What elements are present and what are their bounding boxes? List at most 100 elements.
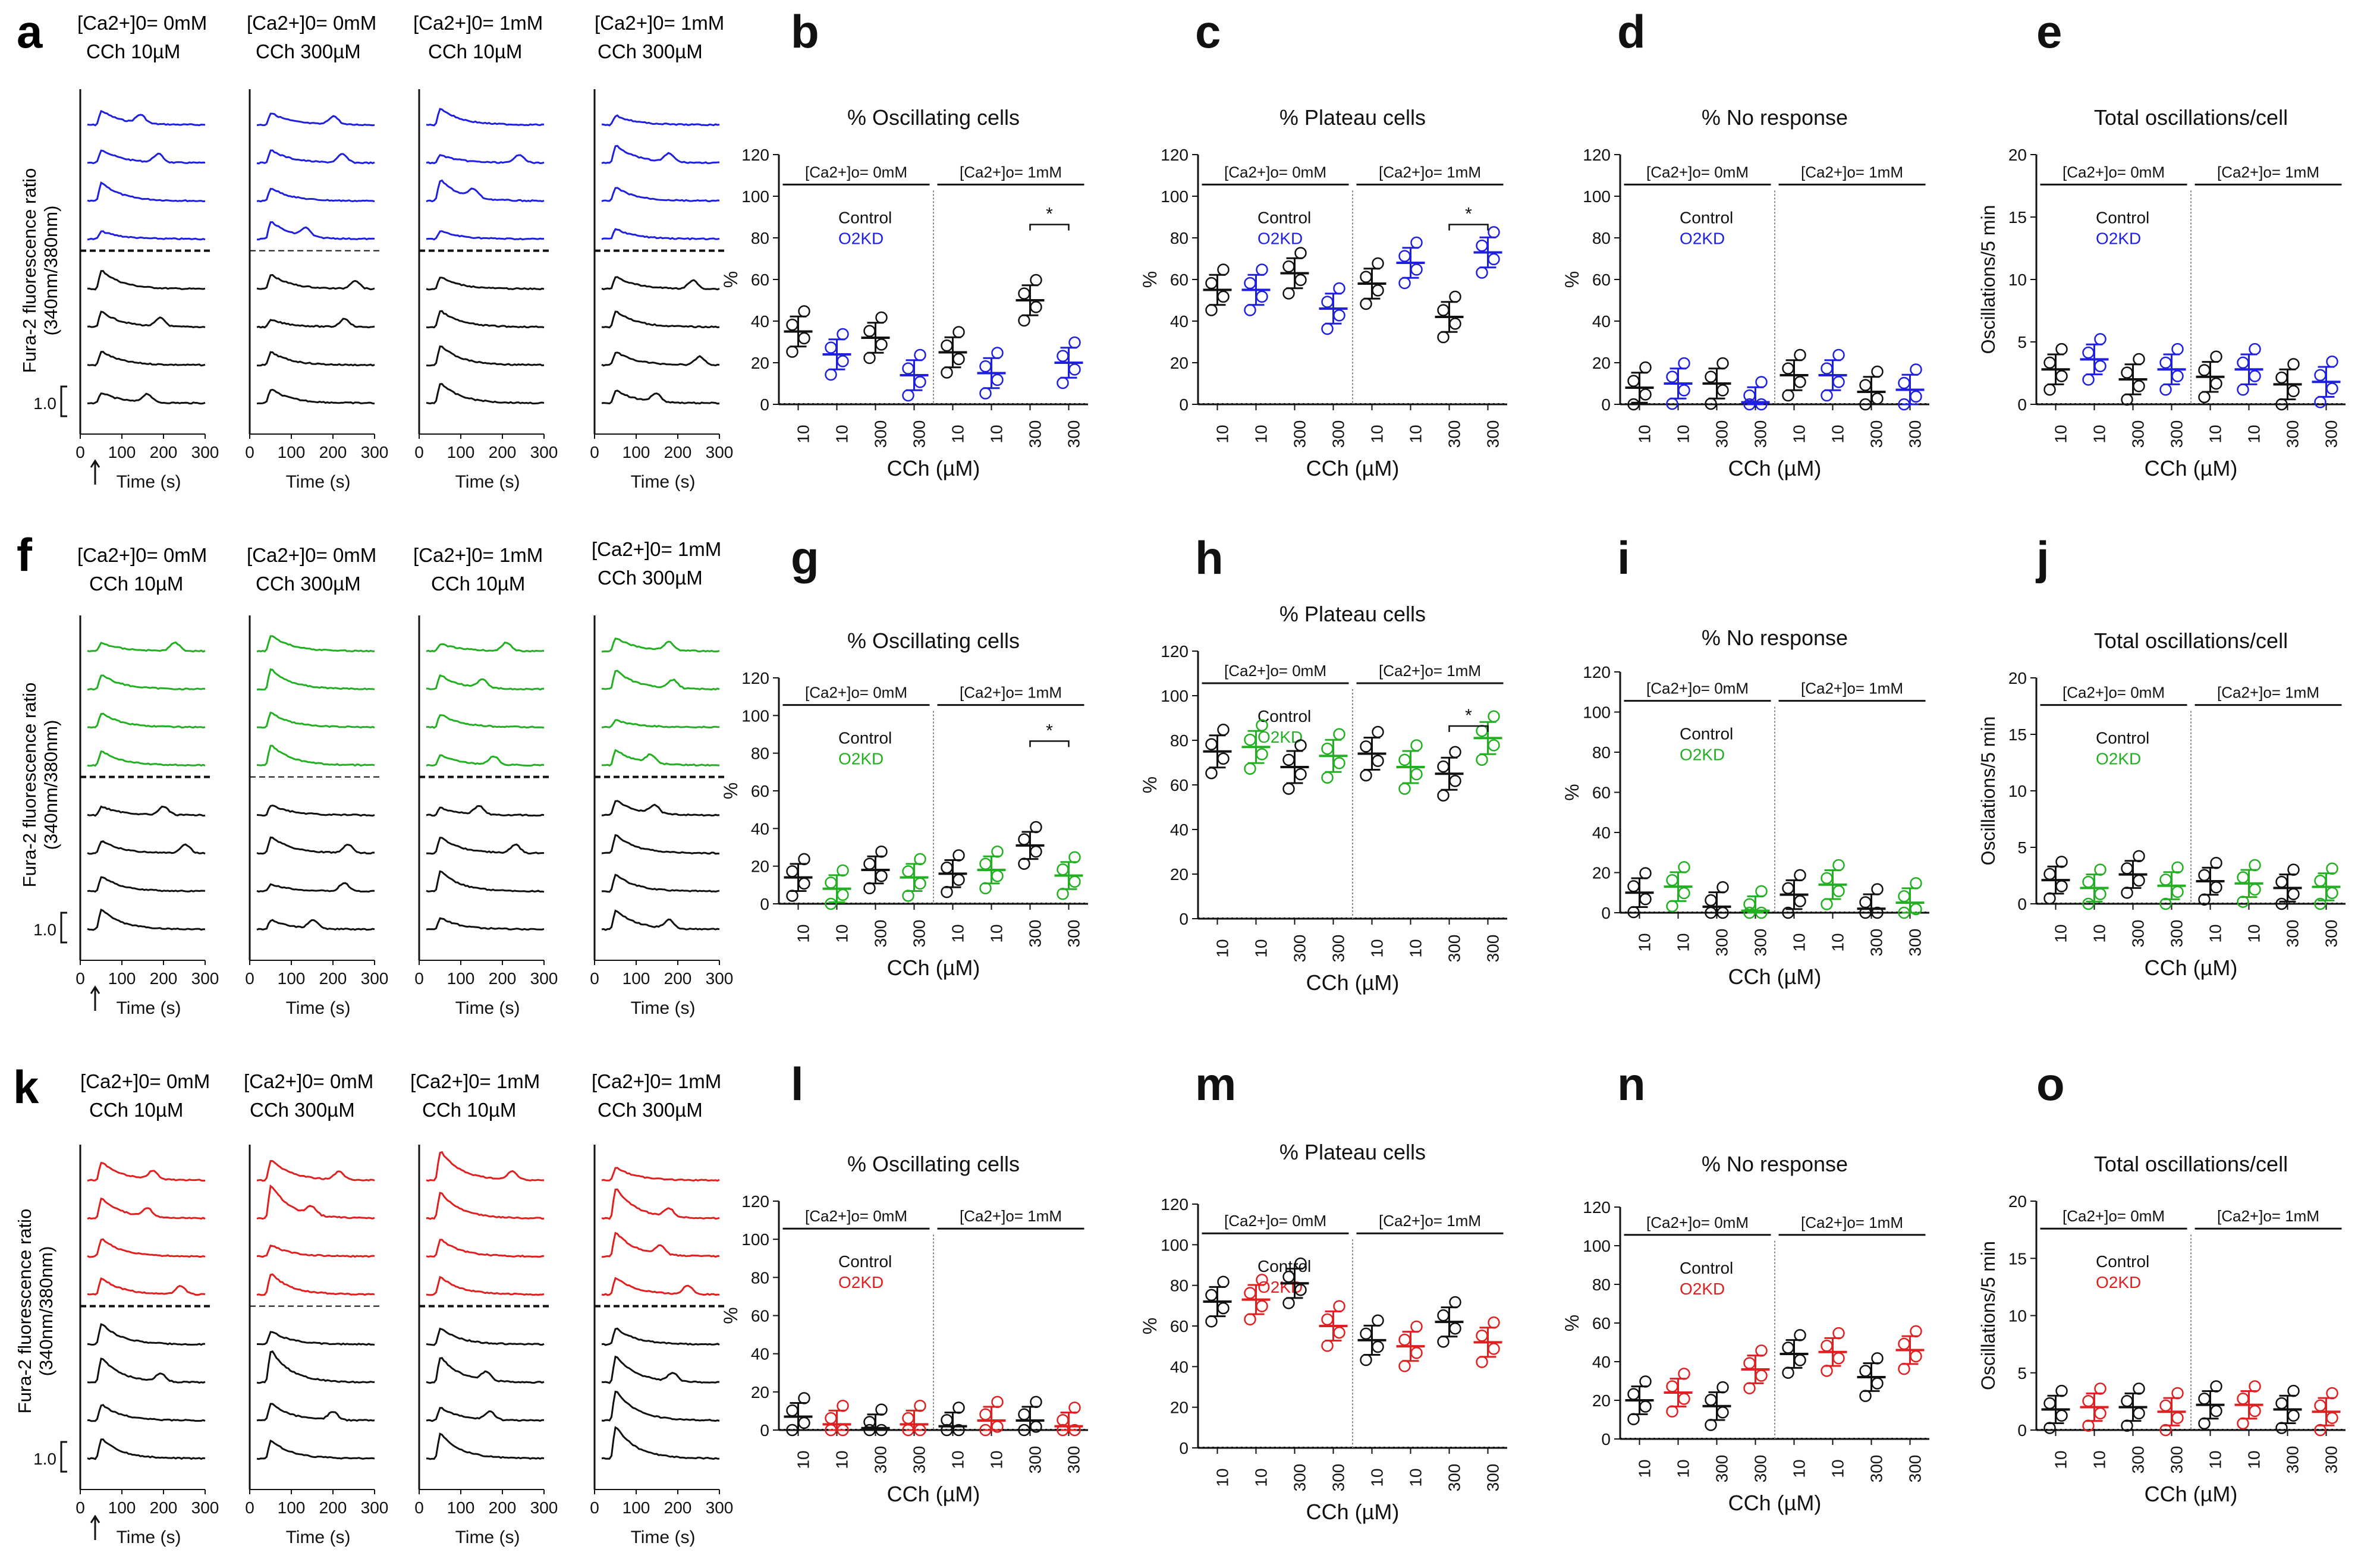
data-point xyxy=(2314,874,2326,887)
data-point xyxy=(1910,390,1922,403)
y-tick-label: 15 xyxy=(2008,208,2027,227)
time-axis-label: Time (s) xyxy=(117,472,181,492)
y-tick-label: 120 xyxy=(1583,1198,1611,1217)
y-tick-label: 0 xyxy=(1179,395,1189,414)
data-point xyxy=(1437,331,1450,344)
data-point xyxy=(1282,1297,1295,1309)
control-trace xyxy=(426,917,545,931)
o2kd-trace xyxy=(87,1162,206,1182)
legend-control: Control xyxy=(1257,1257,1311,1275)
x-tick-label: 300 xyxy=(1713,929,1731,957)
condition-ca-k1: [Ca2+]0= 0mM xyxy=(80,1070,210,1092)
data-point xyxy=(2121,393,2133,406)
time-tick-label: 300 xyxy=(361,969,389,988)
data-point xyxy=(2314,395,2326,409)
data-point xyxy=(1488,253,1500,266)
data-point xyxy=(2094,863,2107,876)
group-label-1mM: [Ca2+]o= 1mM xyxy=(2217,163,2319,181)
data-point xyxy=(1217,1275,1230,1289)
o2kd-trace xyxy=(601,1188,720,1220)
data-point xyxy=(1627,375,1640,387)
data-point xyxy=(1782,1341,1794,1354)
time-axis-label: Time (s) xyxy=(286,998,351,1018)
y-tick-label: 15 xyxy=(2008,1249,2027,1268)
o2kd-trace xyxy=(426,153,545,165)
data-point xyxy=(863,882,876,895)
data-point xyxy=(1256,290,1268,303)
y-axis-label: % xyxy=(1139,1318,1161,1334)
data-point xyxy=(798,877,810,890)
o2kd-trace xyxy=(426,179,545,203)
y-tick-label: 20 xyxy=(2008,1192,2027,1211)
x-tick-label: 10 xyxy=(1407,939,1425,957)
data-point xyxy=(1910,1325,1922,1338)
data-point xyxy=(2198,1417,2211,1430)
panel-title: % Plateau cells xyxy=(1279,1140,1426,1164)
data-point xyxy=(991,373,1004,386)
data-point xyxy=(825,876,837,889)
y-tick-label: 120 xyxy=(1161,642,1189,661)
data-point xyxy=(979,360,992,373)
o2kd-trace xyxy=(256,112,375,127)
data-point xyxy=(2198,893,2211,906)
y-tick-label: 80 xyxy=(1592,743,1611,762)
panel-title: % Oscillating cells xyxy=(847,629,1020,653)
o2kd-trace xyxy=(601,637,720,653)
data-point xyxy=(1244,762,1256,775)
x-tick-label: 10 xyxy=(833,924,851,942)
o2kd-trace xyxy=(87,1197,206,1220)
control-trace xyxy=(601,276,720,291)
time-tick-label: 300 xyxy=(361,1498,389,1517)
data-point xyxy=(1294,768,1307,781)
data-point xyxy=(1898,398,1910,411)
o2kd-trace xyxy=(256,1159,375,1182)
data-point xyxy=(1360,297,1372,310)
panel-l: l % Oscillating cells 0 20 40 60 80 100 120% 10 10… xyxy=(720,1058,1088,1506)
control-trace xyxy=(426,383,545,405)
time-tick-label: 100 xyxy=(622,1498,650,1517)
group-label-1mM: [Ca2+]o= 1mM xyxy=(960,163,1062,181)
time-tick-label: 300 xyxy=(706,443,734,461)
panel-title: % Plateau cells xyxy=(1279,602,1426,626)
data-point xyxy=(1871,906,1884,919)
condition-cch-k3: CCh 10µM xyxy=(422,1099,516,1121)
y-tick-label: 20 xyxy=(751,857,769,876)
panel-title: % Plateau cells xyxy=(1279,105,1426,130)
data-point xyxy=(902,890,914,902)
condition-ca-f2: [Ca2+]0= 0mM xyxy=(247,544,376,566)
time-tick-label: 0 xyxy=(590,969,599,988)
data-point xyxy=(2198,364,2211,376)
data-point xyxy=(2043,1397,2056,1410)
data-point xyxy=(1627,1388,1640,1400)
data-point xyxy=(1068,363,1081,376)
significance-star: * xyxy=(1046,721,1053,740)
x-tick-label: 300 xyxy=(1329,420,1348,448)
o2kd-trace xyxy=(601,749,720,767)
y-tick-label: 60 xyxy=(1170,271,1189,289)
x-tick-label: 300 xyxy=(2168,1446,2186,1474)
control-trace xyxy=(87,805,206,817)
data-point xyxy=(786,318,798,331)
y-tick-label: 100 xyxy=(1161,687,1189,705)
control-trace xyxy=(601,351,720,367)
data-point xyxy=(2094,360,2107,372)
panel-title: Total oscillations/cell xyxy=(2094,105,2288,130)
data-point xyxy=(2082,346,2095,359)
data-point xyxy=(1705,906,1717,919)
x-tick-label: 10 xyxy=(988,425,1006,443)
data-point xyxy=(1449,1322,1461,1335)
data-point xyxy=(1898,376,1910,389)
x-tick-label: 10 xyxy=(1636,933,1654,951)
time-tick-label: 0 xyxy=(76,443,85,461)
x-tick-label: 300 xyxy=(2284,420,2302,448)
data-point xyxy=(837,1399,849,1412)
data-point xyxy=(991,1421,1004,1433)
data-point xyxy=(875,1403,888,1416)
data-point xyxy=(952,873,965,886)
data-point xyxy=(1256,719,1268,732)
data-point xyxy=(1018,833,1030,846)
time-tick-label: 300 xyxy=(706,1498,734,1517)
time-tick-label: 0 xyxy=(245,443,254,461)
data-point xyxy=(1410,1320,1423,1333)
data-point xyxy=(1360,1353,1372,1366)
